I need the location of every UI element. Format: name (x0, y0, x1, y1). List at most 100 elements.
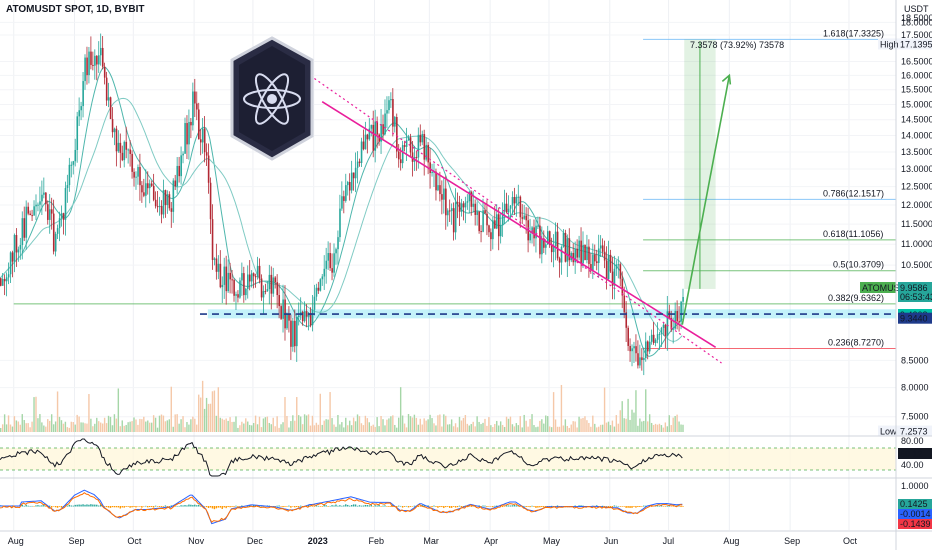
candle-body (441, 194, 443, 200)
candle-body (143, 192, 145, 196)
volume-bar (486, 425, 488, 432)
candle-body (578, 240, 580, 258)
candle-body (201, 128, 204, 143)
volume-bar (25, 423, 27, 432)
y-tick-label: 11.0000 (901, 239, 932, 249)
candle-body (535, 225, 537, 239)
macd-histogram-bar (535, 506, 537, 508)
volume-bar (545, 415, 547, 432)
candle-body (296, 317, 298, 347)
volume-bar (480, 424, 482, 432)
volume-bar (625, 418, 627, 432)
volume-bar (182, 416, 184, 432)
volume-bar (335, 426, 337, 432)
macd-histogram-bar (386, 506, 388, 507)
macd-histogram-bar (445, 506, 447, 508)
candle-body (354, 167, 357, 179)
candle-body (486, 213, 488, 226)
volume-bar (547, 416, 549, 432)
candle-body (680, 301, 682, 322)
macd-histogram-bar (166, 506, 169, 507)
volume-bar (1, 424, 4, 432)
volume-bar (613, 426, 616, 432)
candle-body (574, 248, 577, 263)
candle-body (0, 278, 2, 286)
macd-histogram-bar (550, 505, 553, 507)
candle-body (233, 280, 235, 296)
candle-body (450, 208, 453, 212)
macd-histogram-bar (276, 505, 278, 507)
candle-body (190, 121, 192, 126)
volume-bar (119, 426, 121, 432)
volume-bar (96, 417, 98, 432)
volume-bar (470, 424, 472, 432)
macd-histogram-bar (443, 506, 445, 509)
candle-body (670, 317, 673, 330)
volume-bar (562, 425, 565, 432)
macd-histogram-bar (56, 506, 59, 508)
macd-histogram-bar (613, 505, 616, 507)
volume-bar (521, 427, 523, 432)
y-tick-label: 11.5000 (901, 219, 932, 229)
volume-bar (345, 417, 347, 432)
macd-histogram-bar (556, 505, 559, 507)
candle-body (368, 128, 371, 140)
macd-histogram-bar (452, 506, 455, 507)
volume-bar (364, 415, 367, 432)
volume-bar (231, 421, 233, 432)
macd-histogram-bar (511, 505, 514, 507)
volume-bar (29, 427, 31, 432)
macd-histogram-bar (137, 506, 139, 507)
volume-bar (7, 415, 10, 432)
candle-body (331, 268, 333, 273)
macd-histogram-bar (154, 505, 157, 507)
macd-histogram-bar (207, 506, 210, 509)
candle-body (596, 261, 598, 264)
macd-histogram-bar (633, 506, 635, 507)
volume-bar (362, 425, 365, 432)
volume-bar (605, 422, 608, 432)
candle-body (147, 183, 149, 189)
x-tick-label: Aug (8, 536, 24, 546)
macd-histogram-bar (76, 504, 78, 507)
volume-bar (127, 422, 129, 432)
macd-histogram-bar (88, 504, 90, 507)
candle-body (9, 252, 12, 275)
macd-histogram-bar (199, 505, 202, 507)
volume-bar (456, 427, 459, 432)
volume-bar (411, 417, 414, 432)
candle-body (301, 311, 304, 322)
macd-histogram-bar (645, 505, 647, 507)
candle-body (633, 346, 635, 349)
macd-histogram-bar (131, 506, 133, 508)
volume-bar (17, 421, 20, 432)
macd-histogram-bar (86, 504, 88, 507)
volume-bar (339, 424, 341, 432)
candle-body (56, 228, 59, 234)
candle-body (231, 279, 233, 281)
macd-histogram-bar (392, 505, 394, 507)
volume-bar (68, 427, 71, 432)
macd-histogram-bar (490, 506, 492, 507)
candle-body (529, 233, 531, 241)
volume-bar (241, 421, 243, 432)
volume-bar (343, 427, 345, 432)
macd-histogram-bar (98, 505, 100, 507)
macd-histogram-bar (107, 506, 110, 508)
volume-bar (296, 397, 298, 432)
candle-body (480, 231, 482, 233)
candle-body (307, 313, 310, 317)
candle-body (643, 358, 645, 360)
candle-body (362, 141, 365, 150)
candle-body (541, 238, 543, 255)
macd-histogram-bar (25, 504, 27, 507)
macd-histogram-bar (315, 505, 318, 507)
volume-bar (431, 418, 433, 432)
volume-bar (184, 427, 186, 432)
top-price-label: 18.5000 (901, 13, 932, 23)
macd-tag-bg (898, 499, 932, 509)
macd-histogram-bar (403, 506, 406, 507)
macd-histogram-bar (678, 505, 680, 507)
volume-bar (507, 418, 510, 432)
